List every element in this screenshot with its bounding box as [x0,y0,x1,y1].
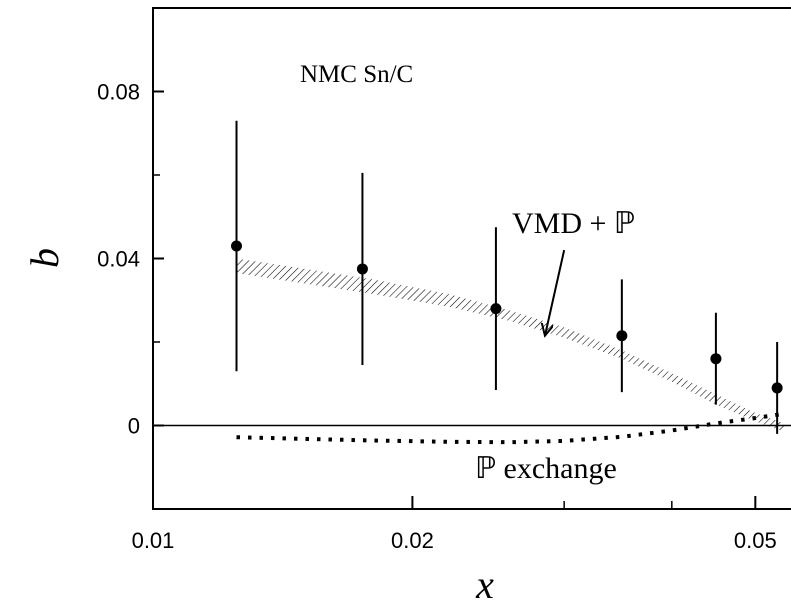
x-tick-label: 0.05 [734,528,777,553]
y-tick-label: 0.08 [97,80,140,105]
data-point [231,240,243,252]
y-tick-label: 0.04 [97,247,140,272]
data-point [771,382,783,394]
pomeron-curve-layer [236,411,785,445]
data-point [490,303,502,315]
vmd-band-label: VMD + ℙ [512,207,635,240]
pomeron-curve-label: ℙ exchange [475,452,617,485]
data-point [616,330,628,342]
data-point [356,263,368,275]
plot-frame [152,7,791,510]
pomeron-curve [236,411,785,445]
x-tick-label: 0.02 [391,528,434,553]
y-tick-label: 0 [128,414,140,439]
x-tick-label: 0.01 [132,528,175,553]
y-axis-label: b [22,248,67,268]
x-axis-label: x [475,562,494,607]
axes-layer: 0.08 0.04 0 0.01 0.02 0.05 [97,7,791,553]
vmd-arrow [545,249,566,336]
data-points-layer [231,120,783,434]
data-point [710,353,722,365]
chart-annotation: NMC Sn/C [300,61,413,88]
vmd-band [236,258,785,432]
vmd-band-layer [236,258,785,432]
